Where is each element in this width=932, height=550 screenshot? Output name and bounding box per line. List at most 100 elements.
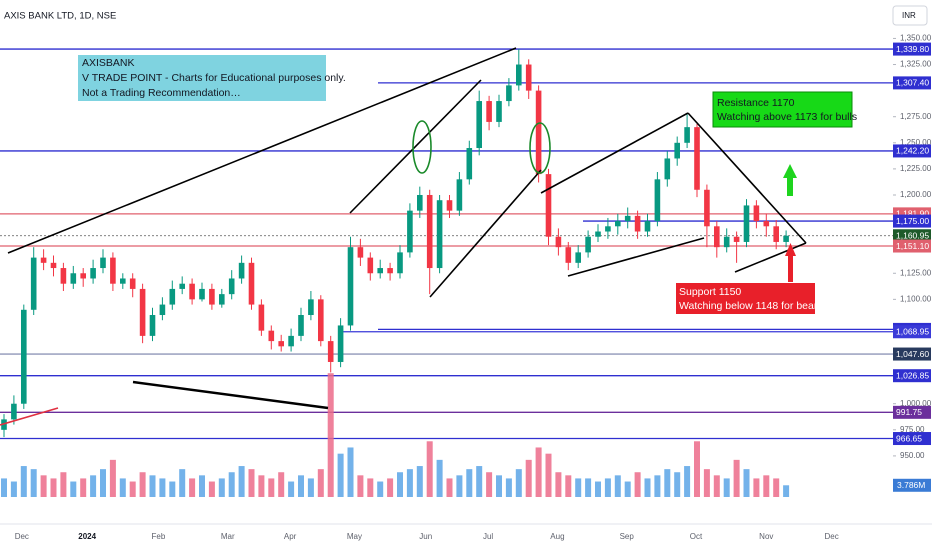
- price-label: 1,068.95: [896, 327, 929, 337]
- arrow-up: [787, 176, 793, 196]
- candle-body: [426, 194, 433, 269]
- candle-body: [30, 257, 37, 310]
- price-label: 1,175.00: [896, 216, 929, 226]
- volume-bar: [119, 478, 126, 497]
- candle-body: [644, 221, 651, 232]
- volume-bar: [773, 478, 780, 497]
- volume-bar: [30, 469, 37, 497]
- candle-body: [199, 288, 205, 300]
- candle-body: [357, 247, 364, 258]
- arrow-up: [785, 243, 796, 256]
- candles: [1, 48, 789, 438]
- volume-bar: [179, 469, 186, 497]
- arrows: [783, 164, 797, 282]
- candle-body: [545, 174, 552, 237]
- volume-bar: [446, 478, 453, 497]
- symbol-title: AXIS BANK LTD, 1D, NSE: [4, 11, 116, 22]
- volume-label-box: [893, 478, 931, 492]
- volume-bar: [654, 475, 661, 497]
- candle-body: [407, 210, 413, 253]
- x-tick-label: Jul: [483, 532, 493, 541]
- volume-bar: [327, 373, 334, 497]
- trend-line: [429, 169, 542, 298]
- volume-bar: [109, 459, 116, 497]
- trend-line: [567, 237, 705, 277]
- candle-body: [219, 294, 225, 305]
- volume-bar: [763, 475, 770, 497]
- volume-bar: [80, 478, 87, 497]
- price-label-box: [893, 214, 931, 228]
- y-tick-label: 1,100.00: [900, 294, 932, 303]
- volume-bar: [535, 447, 542, 497]
- volume-bar: [436, 459, 443, 497]
- candle-body: [595, 231, 601, 237]
- x-tick-label: Jun: [419, 532, 432, 541]
- volume-bar: [307, 478, 314, 497]
- volume-bar: [416, 466, 423, 497]
- volume-bar: [288, 481, 295, 497]
- candle-body: [40, 257, 47, 263]
- candle-body: [664, 158, 671, 180]
- volume-bar: [555, 472, 562, 497]
- price-label: 1,242.20: [896, 146, 929, 156]
- y-tick-label: 1,125.00: [900, 268, 932, 277]
- candle-body: [139, 288, 146, 336]
- candle-body: [228, 278, 235, 295]
- volume-bar: [278, 472, 285, 497]
- volume-bar: [10, 481, 17, 497]
- candle-body: [159, 304, 166, 316]
- y-tick-label: 975.00: [900, 425, 925, 434]
- volume-bar: [723, 478, 730, 497]
- trend-line: [540, 112, 689, 194]
- volume: [1, 373, 790, 497]
- candle-body: [120, 278, 126, 284]
- volume-bar: [426, 441, 433, 497]
- volume-label: 3.786M: [897, 480, 925, 490]
- volume-bar: [199, 475, 205, 497]
- volume-bar: [218, 478, 225, 497]
- candle-body: [763, 221, 770, 227]
- volume-bar: [238, 466, 245, 497]
- candle-body: [298, 315, 304, 336]
- candle-body: [268, 330, 275, 342]
- price-label: 991.75: [896, 407, 922, 417]
- volume-bar: [1, 478, 7, 497]
- candle-body: [684, 127, 690, 143]
- x-tick-label: Aug: [550, 532, 564, 541]
- support-line: Watching below 1148 for bears: [679, 300, 823, 312]
- volume-bar: [367, 478, 374, 497]
- x-tick-label: Sep: [620, 532, 635, 541]
- candle-body: [21, 309, 27, 404]
- volume-bar: [397, 472, 403, 497]
- candle-body: [417, 194, 423, 211]
- x-tick-label: Mar: [221, 532, 235, 541]
- volume-bar: [456, 475, 463, 497]
- candle-body: [308, 299, 314, 316]
- price-label: 1,047.60: [896, 349, 929, 359]
- candle-body: [694, 127, 700, 190]
- candle-body: [615, 221, 621, 227]
- candle-body: [367, 257, 374, 274]
- y-tick-label: 1,275.00: [900, 112, 932, 121]
- candle-body: [60, 268, 67, 284]
- volume-bar: [466, 469, 473, 497]
- price-label: 1,307.40: [896, 78, 929, 88]
- volume-bar: [733, 459, 740, 497]
- candle-body: [456, 179, 463, 211]
- volume-bar: [565, 475, 572, 497]
- y-tick-label: 1,350.00: [900, 34, 932, 43]
- candle-body: [486, 101, 492, 122]
- currency-button[interactable]: [892, 5, 928, 26]
- circle-mark: [529, 122, 551, 174]
- axis: 1,350.00 1,325.00 1,275.00 1,250.00 1,225.00…: [15, 34, 932, 542]
- candle-body: [555, 236, 562, 248]
- volume-bar: [595, 481, 601, 497]
- volume-bar: [634, 472, 641, 497]
- levels: [0, 48, 893, 440]
- price-label-box: [893, 229, 931, 243]
- volume-bar: [476, 466, 483, 497]
- circle-mark: [412, 120, 432, 174]
- volume-bar: [50, 478, 57, 497]
- x-tick-label: Dec: [15, 532, 29, 541]
